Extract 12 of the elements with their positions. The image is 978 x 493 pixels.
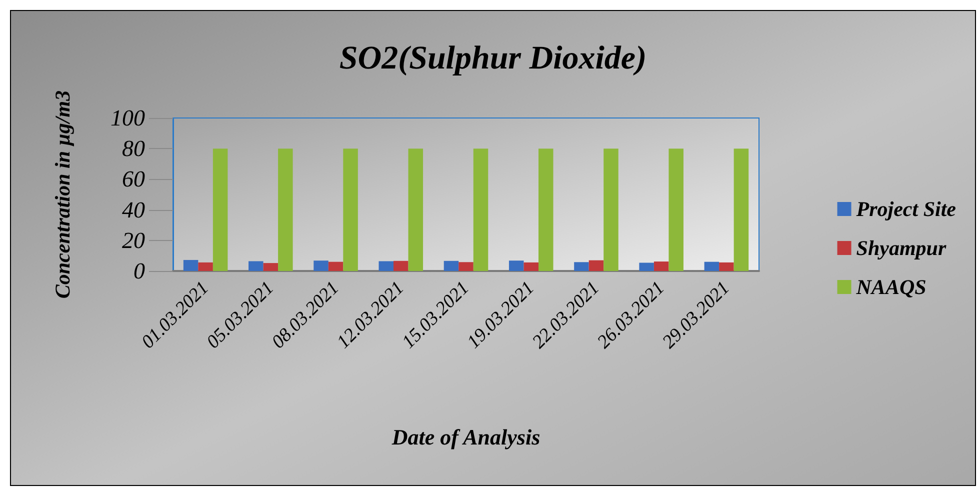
y-axis-title: Concentration in µg/m3 [50,90,74,299]
x-axis-title: Date of Analysis [390,424,540,450]
y-tick-label: 80 [122,136,146,162]
chart-title: SO2(Sulphur Dioxide) [339,40,647,76]
legend-label: Shyampur [856,236,947,260]
y-tick-label: 20 [122,228,146,253]
legend-label: NAAQS [855,275,926,299]
y-tick-label: 100 [110,106,146,130]
y-tick-label: 40 [122,197,146,222]
y-tick-label: 0 [134,258,146,284]
legend-label: Project Site [855,197,956,221]
y-tick-label: 60 [122,166,146,192]
